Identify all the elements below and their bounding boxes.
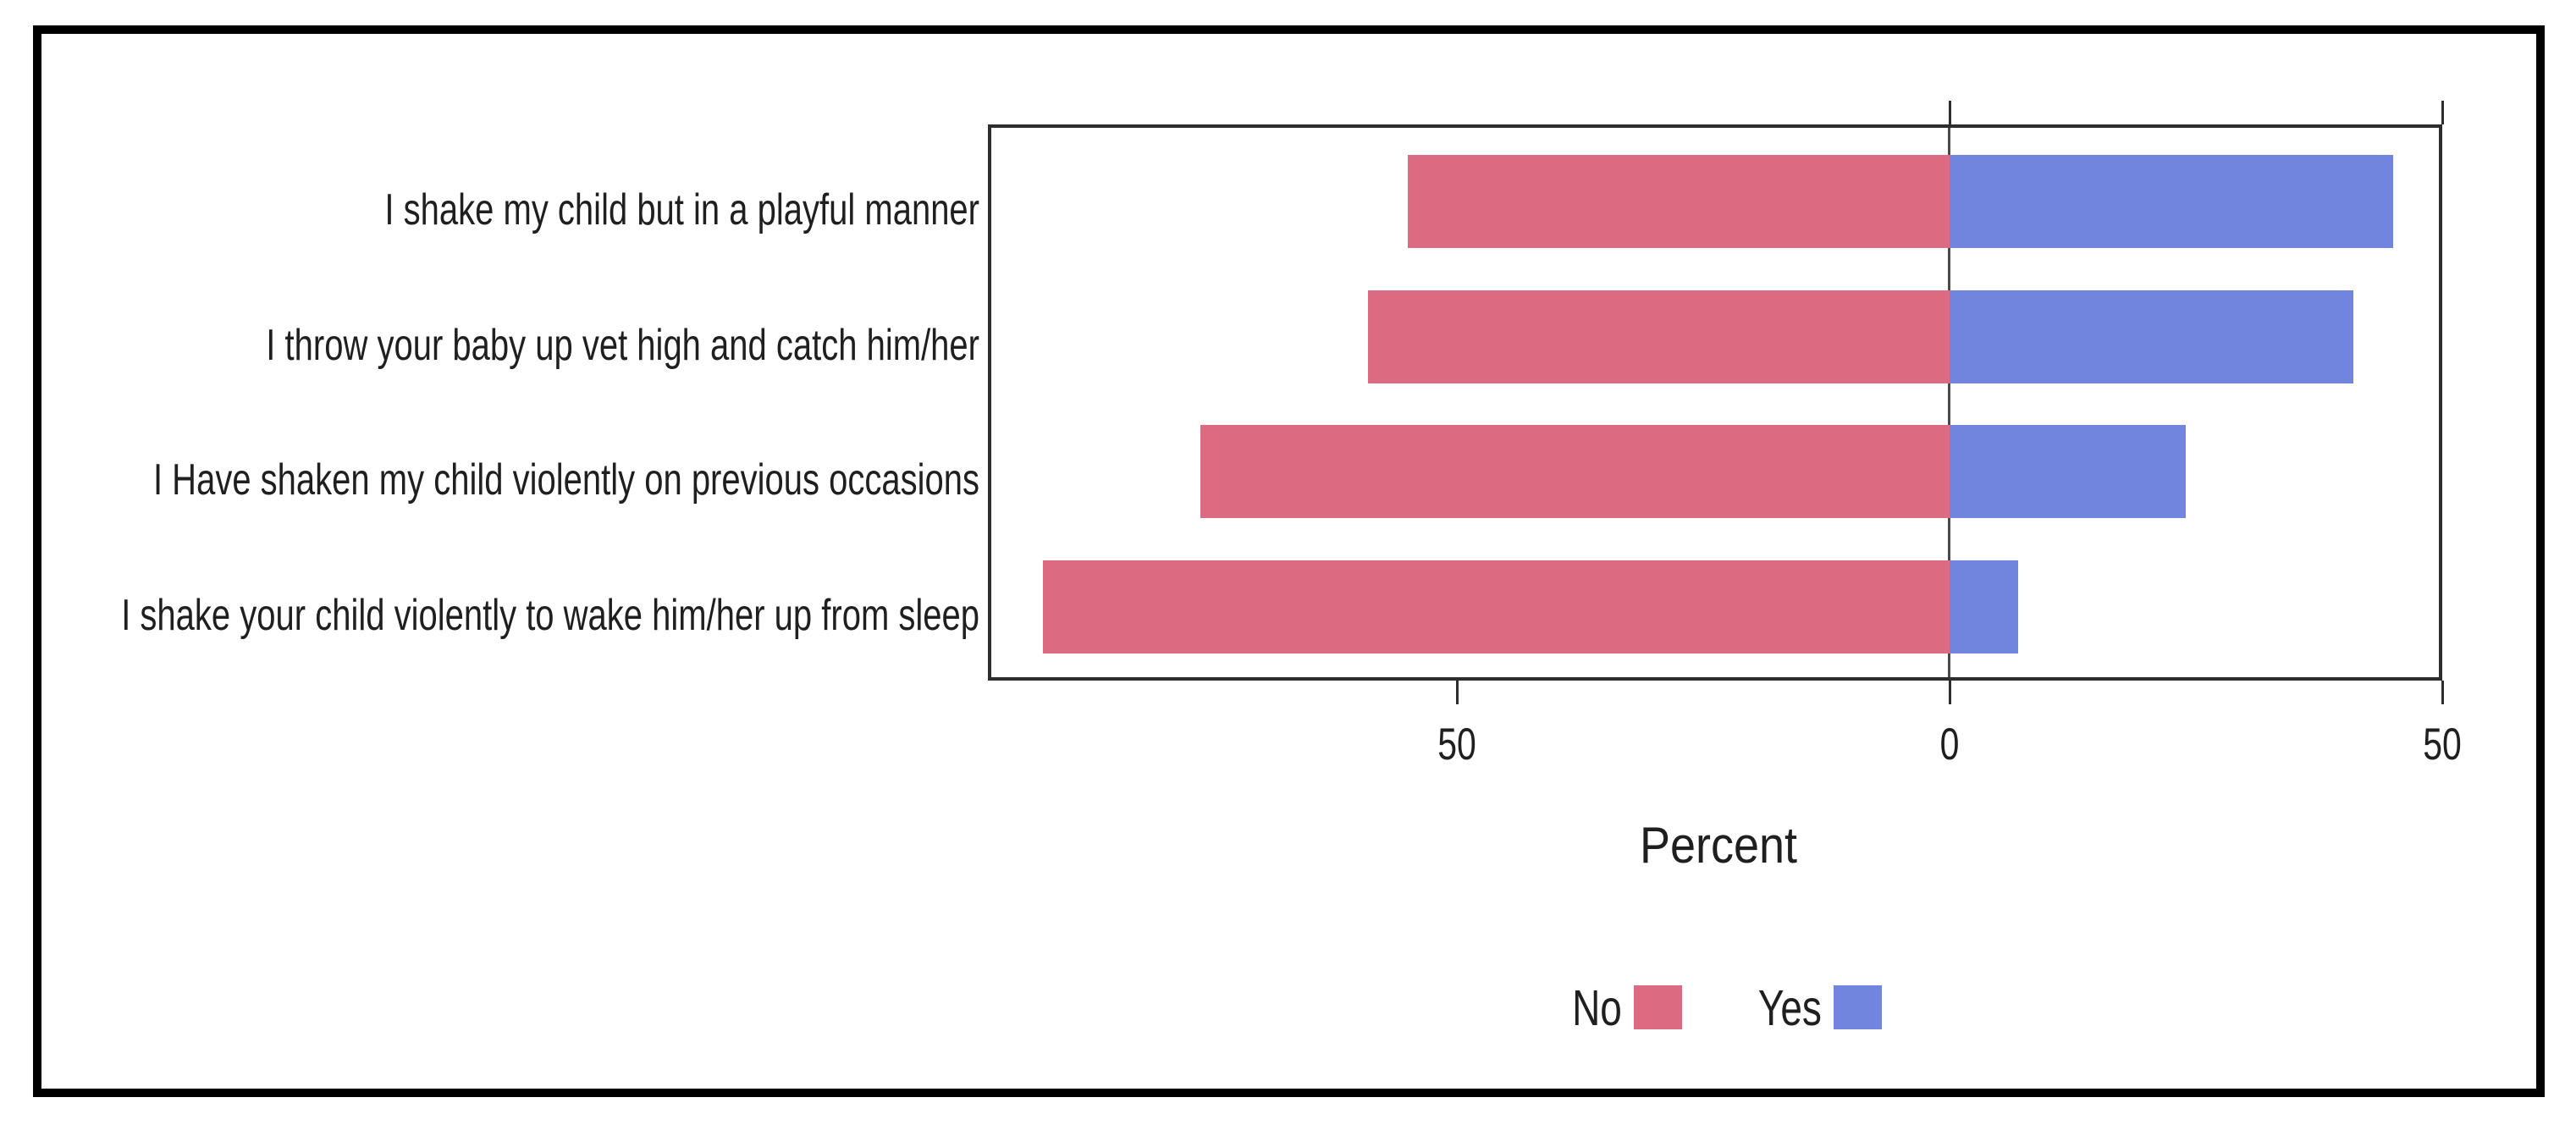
bottom-tick-50: [2441, 681, 2444, 704]
tick-label-0: 50: [1437, 718, 1476, 769]
bar-yes-row-1: [1950, 155, 2393, 248]
bar-no-row-2: [1368, 290, 1950, 383]
legend-label-yes: Yes: [1757, 979, 1822, 1036]
bar-no-row-1: [1408, 155, 1950, 248]
top-tick-0: [1949, 101, 1951, 124]
bar-no-row-3: [1200, 425, 1950, 518]
plot-panel: [988, 124, 2442, 681]
bottom-tick-0: [1949, 681, 1951, 704]
zero-reference-line: [1948, 124, 1950, 681]
legend-label-no: No: [1572, 979, 1622, 1036]
bar-yes-row-2: [1950, 290, 2353, 383]
category-label-1: I shake my child but in a playful manner: [384, 185, 979, 234]
legend-swatch-yes: [1833, 985, 1882, 1029]
legend: No Yes: [1371, 979, 2082, 1036]
tick-label-2: 50: [2423, 718, 2462, 769]
bottom-tick-50: [1456, 681, 1459, 704]
legend-item-yes: Yes: [1758, 979, 1882, 1036]
category-label-3: I Have shaken my child violently on prev…: [152, 455, 979, 505]
legend-swatch-no: [1633, 985, 1682, 1029]
bar-yes-row-4: [1950, 560, 2018, 653]
x-axis-title: Percent: [1380, 817, 2057, 874]
legend-item-no: No: [1572, 979, 1682, 1036]
bar-yes-row-3: [1950, 425, 2186, 518]
bar-no-row-4: [1043, 560, 1950, 653]
category-label-4: I shake your child violently to wake him…: [121, 591, 979, 640]
x-axis-title-text: Percent: [1639, 817, 1798, 874]
tick-label-1: 0: [1939, 718, 1960, 769]
category-label-2: I throw your baby up vet high and catch …: [266, 321, 979, 370]
top-tick-50: [2441, 101, 2444, 124]
